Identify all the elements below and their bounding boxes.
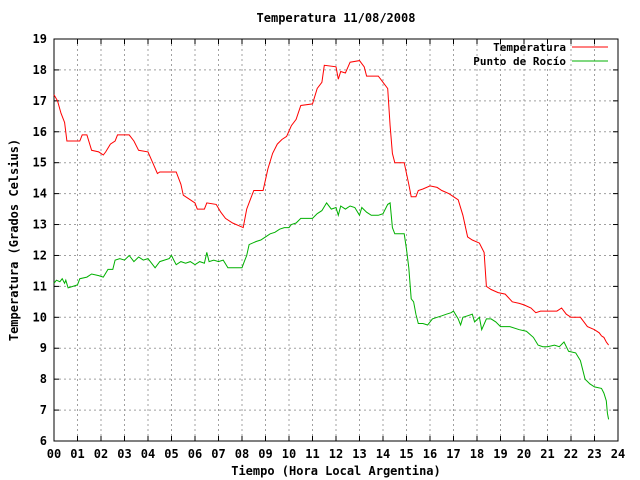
x-tick-label: 18 bbox=[470, 447, 484, 461]
x-tick-label: 17 bbox=[446, 447, 460, 461]
grid bbox=[54, 39, 618, 441]
x-tick-label: 11 bbox=[305, 447, 319, 461]
x-tick-label: 03 bbox=[117, 447, 131, 461]
x-tick-label: 00 bbox=[47, 447, 61, 461]
y-tick-label: 15 bbox=[33, 156, 47, 170]
x-tick-label: 07 bbox=[211, 447, 225, 461]
plot-frame bbox=[53, 38, 619, 442]
y-tick-label: 18 bbox=[33, 63, 47, 77]
x-axis-label: Tiempo (Hora Local Argentina) bbox=[231, 464, 441, 478]
x-tick-label: 10 bbox=[282, 447, 296, 461]
legend-label-dew-point: Punto de Rocío bbox=[473, 55, 566, 68]
x-tick-label: 12 bbox=[329, 447, 343, 461]
x-tick-label: 23 bbox=[587, 447, 601, 461]
y-tick-label: 13 bbox=[33, 218, 47, 232]
x-tick-label: 20 bbox=[517, 447, 531, 461]
legend-label-temperature: Temperatura bbox=[493, 41, 566, 54]
x-tick-label: 15 bbox=[399, 447, 413, 461]
y-tick-label: 6 bbox=[40, 434, 47, 448]
x-tick-label: 22 bbox=[564, 447, 578, 461]
y-axis-label: Temperatura (Grados Celsius) bbox=[7, 139, 21, 341]
x-tick-label: 02 bbox=[94, 447, 108, 461]
x-tick-label: 24 bbox=[611, 447, 625, 461]
temperature-series-line bbox=[53, 60, 610, 346]
x-tick-label: 05 bbox=[164, 447, 178, 461]
legend: Temperatura Punto de Rocío bbox=[473, 41, 608, 68]
x-tick-label: 01 bbox=[70, 447, 84, 461]
x-tick-labels: 00 01 02 03 04 05 06 07 08 09 10 11 12 13 14 15 16 17 18 19… bbox=[47, 447, 625, 461]
x-tick-label: 04 bbox=[141, 447, 155, 461]
y-tick-label: 9 bbox=[40, 341, 47, 355]
x-tick-label: 13 bbox=[352, 447, 366, 461]
x-tick-label: 16 bbox=[423, 447, 437, 461]
x-tick-label: 21 bbox=[540, 447, 554, 461]
y-tick-label: 8 bbox=[40, 372, 47, 386]
dew-point-series-line bbox=[53, 202, 610, 420]
y-tick-label: 16 bbox=[33, 125, 47, 139]
x-tick-label: 14 bbox=[376, 447, 390, 461]
y-tick-label: 7 bbox=[40, 403, 47, 417]
y-tick-label: 19 bbox=[33, 32, 47, 46]
x-tick-label: 09 bbox=[258, 447, 272, 461]
x-tick-label: 06 bbox=[188, 447, 202, 461]
x-tick-label: 19 bbox=[493, 447, 507, 461]
y-tick-labels: 6 7 8 9 10 11 12 13 14 15 16 17 18 19 bbox=[33, 32, 47, 448]
chart-title: Temperatura 11/08/2008 bbox=[257, 11, 416, 25]
series-group bbox=[53, 60, 610, 420]
y-tick-label: 14 bbox=[33, 187, 47, 201]
y-tick-label: 12 bbox=[33, 248, 47, 262]
x-tick-label: 08 bbox=[235, 447, 249, 461]
y-tick-label: 10 bbox=[33, 310, 47, 324]
y-tick-label: 11 bbox=[33, 279, 47, 293]
y-tick-label: 17 bbox=[33, 94, 47, 108]
